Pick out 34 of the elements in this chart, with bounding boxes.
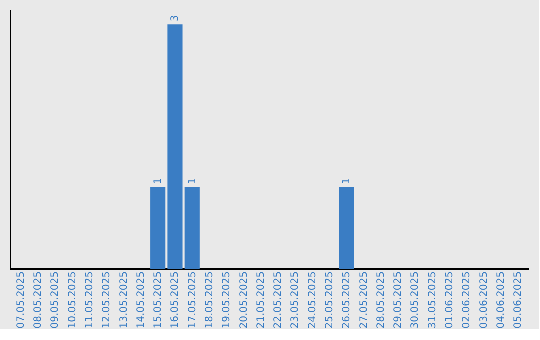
x-tick-label: 25.05.2025 bbox=[324, 272, 336, 329]
x-tick-label: 19.05.2025 bbox=[222, 272, 233, 329]
x-tick-label: 03.06.2025 bbox=[478, 272, 490, 329]
x-tick-label: 29.05.2025 bbox=[393, 272, 404, 329]
x-tick-label: 18.05.2025 bbox=[204, 272, 216, 329]
x-tick-label: 23.05.2025 bbox=[290, 272, 302, 329]
x-tick-label: 20.05.2025 bbox=[238, 272, 250, 329]
x-tick-label: 16.05.2025 bbox=[170, 272, 182, 329]
data-label: 1 bbox=[342, 178, 353, 185]
x-tick-label: 13.05.2025 bbox=[118, 272, 130, 329]
x-tick-label: 04.06.2025 bbox=[496, 272, 507, 329]
data-label: 1 bbox=[153, 178, 164, 185]
data-label: 3 bbox=[170, 15, 182, 22]
x-tick-label: 24.05.2025 bbox=[307, 272, 318, 329]
x-tick-label: 08.05.2025 bbox=[33, 272, 44, 329]
x-tick-label: 22.05.2025 bbox=[273, 272, 284, 329]
x-tick-label: 27.05.2025 bbox=[358, 272, 370, 329]
x-tick-label: 31.05.2025 bbox=[427, 272, 438, 329]
data-label: 1 bbox=[187, 178, 198, 185]
x-tick-label: 09.05.2025 bbox=[50, 272, 62, 329]
x-tick-label: 30.05.2025 bbox=[410, 272, 422, 329]
x-tick-label: 05.06.2025 bbox=[513, 272, 524, 329]
x-tick-label: 12.05.2025 bbox=[102, 272, 113, 329]
x-tick-label: 21.05.2025 bbox=[256, 272, 267, 329]
x-tick-label: 28.05.2025 bbox=[376, 272, 387, 329]
x-tick-label: 10.05.2025 bbox=[67, 272, 78, 329]
x-tick-label: 14.05.2025 bbox=[136, 272, 147, 329]
x-tick-label: 01.06.2025 bbox=[444, 272, 456, 329]
x-tick-label: 26.05.2025 bbox=[342, 272, 353, 329]
x-tick-label: 17.05.2025 bbox=[187, 272, 198, 329]
x-tick-label: 02.06.2025 bbox=[462, 272, 473, 329]
x-tick-label: 11.05.2025 bbox=[84, 272, 96, 329]
x-tick-label: 15.05.2025 bbox=[153, 272, 164, 329]
x-tick-label: 07.05.2025 bbox=[16, 272, 27, 329]
